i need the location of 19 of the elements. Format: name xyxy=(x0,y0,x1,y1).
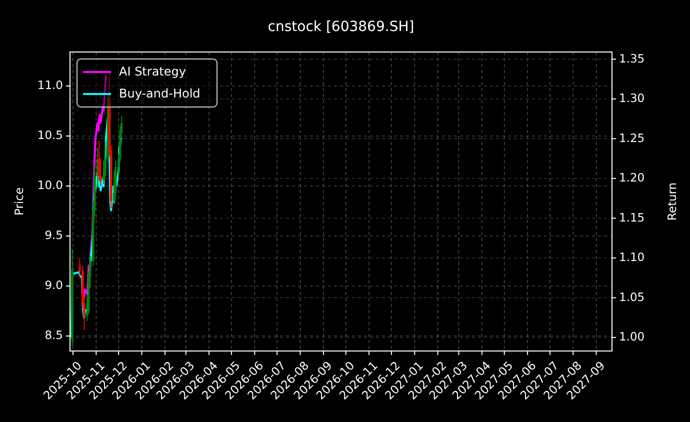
legend-label: Buy-and-Hold xyxy=(119,86,200,100)
y-tick-label: 9.0 xyxy=(44,278,63,292)
y-tick-label: 9.5 xyxy=(44,228,63,242)
y2-tick-label: 1.00 xyxy=(619,330,645,344)
legend-label: AI Strategy xyxy=(119,64,186,78)
y2-tick-label: 1.30 xyxy=(619,91,645,106)
y-tick-label: 8.5 xyxy=(44,328,63,342)
y2-tick-label: 1.25 xyxy=(619,130,645,145)
y-tick-label: 10.0 xyxy=(37,178,63,192)
chart-title: cnstock [603869.SH] xyxy=(268,18,414,35)
y-axis-title: Price xyxy=(12,187,26,216)
y2-tick-label: 1.10 xyxy=(619,250,645,264)
y2-tick-label: 1.05 xyxy=(619,290,645,304)
y2-tick-label: 1.20 xyxy=(619,170,645,185)
y-tick-label: 11.0 xyxy=(37,78,63,92)
y2-tick-label: 1.15 xyxy=(619,210,645,224)
y2-axis-title: Return xyxy=(665,182,680,221)
y2-tick-label: 1.35 xyxy=(619,51,645,66)
y-tick-label: 10.5 xyxy=(37,128,63,142)
